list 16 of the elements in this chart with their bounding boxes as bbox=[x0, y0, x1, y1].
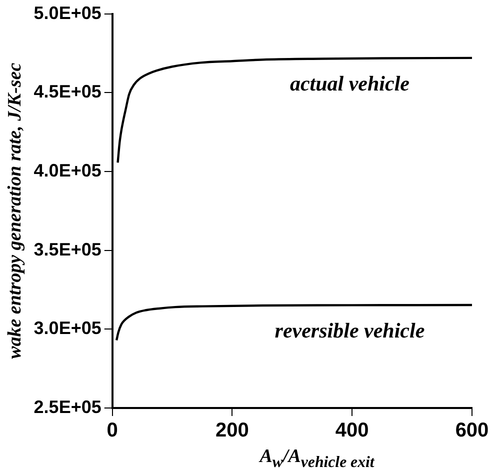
x-axis-title: A$_{w}$/A$_{vehicle exit}$ bbox=[258, 446, 376, 472]
annotation: reversible vehicle bbox=[274, 318, 425, 342]
y-tick-label: 3.5E+05 bbox=[34, 239, 102, 260]
line-series bbox=[116, 56, 472, 164]
x-tick-label: 400 bbox=[335, 420, 369, 442]
y-tick-label: 3.0E+05 bbox=[34, 318, 102, 338]
y-axis-title: wake entropy generation rate, J/K-sec bbox=[4, 62, 26, 359]
x-tick-label: 0 bbox=[106, 420, 118, 442]
y-tick-label: 4.0E+05 bbox=[34, 160, 102, 180]
y-tick-label: 2.5E+05 bbox=[34, 396, 102, 417]
y-tick-label: 4.5E+05 bbox=[34, 82, 102, 102]
x-tick-label: 600 bbox=[455, 420, 489, 442]
y-tick-label: 5.0E+05 bbox=[34, 2, 102, 23]
annotation: actual vehicle bbox=[290, 71, 410, 96]
line-series bbox=[115, 304, 472, 342]
x-tick-label: 200 bbox=[216, 420, 249, 442]
